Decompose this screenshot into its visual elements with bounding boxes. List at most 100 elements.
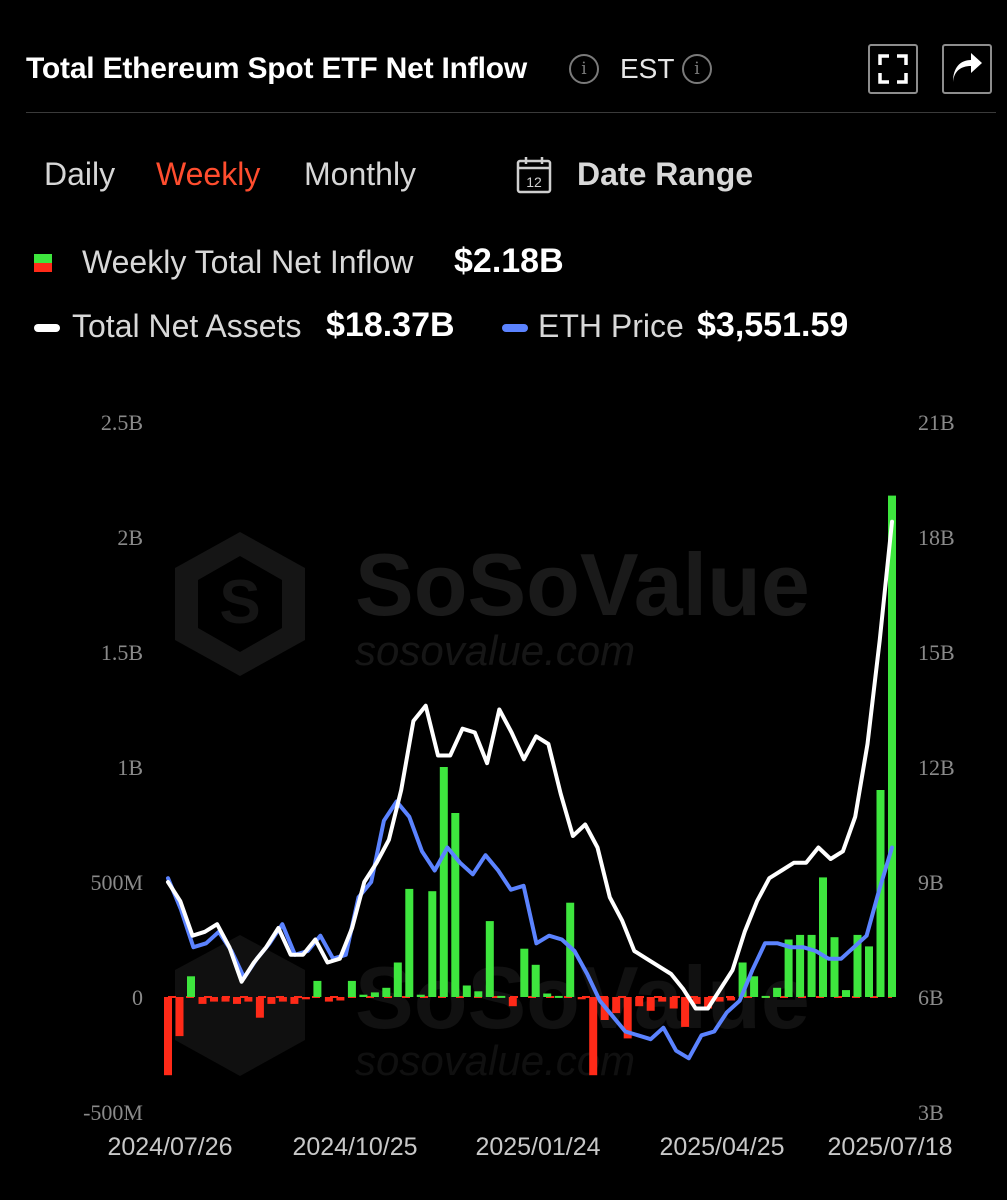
legend-assets-label: Total Net Assets bbox=[72, 308, 302, 344]
inflow-bar bbox=[658, 997, 667, 1002]
tab-weekly[interactable]: Weekly bbox=[156, 156, 261, 192]
inflow-bar bbox=[359, 994, 368, 997]
watermark-site: sosovalue.com bbox=[355, 627, 635, 674]
chart-svg: S SoSoValue sosovalue.com SoSoValue soso… bbox=[83, 410, 955, 1161]
inflow-bar bbox=[336, 997, 345, 1001]
legend-assets-value: $18.37B bbox=[326, 306, 455, 344]
inflow-bar bbox=[853, 934, 862, 997]
left-tick-label: 1B bbox=[117, 755, 143, 780]
inflow-bar bbox=[888, 495, 896, 997]
x-tick-label: 2024/07/26 bbox=[107, 1133, 232, 1161]
right-tick-label: 3B bbox=[918, 1100, 944, 1125]
inflow-bar bbox=[393, 962, 402, 997]
interval-tabs: Daily Weekly Monthly 12 Date Range bbox=[0, 156, 1007, 200]
series-lines bbox=[166, 519, 894, 1061]
x-tick-label: 2025/07/18 bbox=[827, 1133, 952, 1161]
right-tick-label: 15B bbox=[918, 640, 955, 665]
right-axis: 21B 18B 15B 12B 9B 6B 3B bbox=[918, 410, 955, 1125]
inflow-bar bbox=[439, 767, 448, 997]
left-axis: 2.5B 2B 1.5B 1B 500M 0 -500M bbox=[83, 410, 143, 1125]
watermark-brand: SoSoValue bbox=[355, 535, 810, 634]
right-tick-label: 18B bbox=[918, 525, 955, 550]
legend-price-label: ETH Price bbox=[538, 308, 684, 344]
calendar-icon: 12 bbox=[516, 157, 552, 194]
legend-price-value: $3,551.59 bbox=[697, 306, 849, 344]
left-tick-label: 1.5B bbox=[101, 640, 143, 665]
share-button[interactable] bbox=[942, 44, 992, 94]
inflow-bar bbox=[612, 997, 621, 1014]
inflow-bar bbox=[416, 994, 425, 997]
inflow-bar bbox=[474, 991, 483, 998]
tab-daily[interactable]: Daily bbox=[44, 156, 116, 192]
inflow-bar bbox=[233, 997, 241, 1004]
sosovalue-logo-icon: S bbox=[175, 532, 305, 676]
inflow-bar bbox=[738, 962, 747, 997]
legend-inflow-value: $2.18B bbox=[454, 242, 564, 280]
inflow-bar bbox=[842, 990, 850, 997]
inflow-bar bbox=[635, 997, 644, 1007]
inflow-bar bbox=[796, 934, 805, 997]
inflow-bar bbox=[773, 987, 782, 997]
inflow-bar bbox=[267, 997, 276, 1004]
inflow-bar bbox=[520, 948, 529, 997]
sosovalue-logo-icon-lower bbox=[175, 935, 305, 1076]
inflow-bar bbox=[681, 997, 690, 1027]
tab-monthly[interactable]: Monthly bbox=[304, 156, 417, 192]
inflow-bar bbox=[704, 997, 713, 1009]
inflow-bar bbox=[830, 937, 839, 997]
inflow-bar bbox=[646, 997, 655, 1011]
header: Total Ethereum Spot ETF Net Inflow i EST… bbox=[26, 38, 996, 102]
left-tick-label: 2.5B bbox=[101, 410, 143, 435]
inflow-bar bbox=[255, 997, 264, 1018]
date-range-label: Date Range bbox=[577, 156, 754, 192]
legend-inflow-label: Weekly Total Net Inflow bbox=[82, 244, 414, 280]
x-tick-label: 2025/04/25 bbox=[659, 1133, 784, 1161]
timezone-label[interactable]: EST bbox=[620, 53, 675, 84]
inflow-bar bbox=[278, 997, 287, 1002]
inflow-bar bbox=[589, 997, 598, 1076]
inflow-bar bbox=[210, 997, 218, 1002]
inflow-bar bbox=[428, 891, 437, 997]
inflow-bar bbox=[290, 997, 299, 1004]
inflow-bar bbox=[462, 985, 471, 997]
left-tick-label: 500M bbox=[90, 870, 143, 895]
chart-area[interactable]: S SoSoValue sosovalue.com SoSoValue soso… bbox=[0, 390, 1007, 1170]
inflow-bar bbox=[301, 997, 310, 1000]
inflow-bar bbox=[497, 995, 506, 998]
timezone-info-icon[interactable]: i bbox=[682, 54, 712, 84]
total-net-assets-line bbox=[166, 519, 894, 1011]
x-axis: 2024/07/26 2024/10/25 2025/01/24 2025/04/25… bbox=[107, 1133, 952, 1161]
chart-title: Total Ethereum Spot ETF Net Inflow bbox=[26, 52, 527, 85]
legend-inflow: Weekly Total Net Inflow $2.18B bbox=[0, 242, 1007, 288]
inflow-bar bbox=[750, 976, 759, 997]
inflow-bar bbox=[324, 997, 333, 1002]
inflow-bar bbox=[244, 997, 253, 1002]
inflow-bar bbox=[198, 997, 207, 1004]
inflow-bar bbox=[623, 997, 632, 1039]
left-tick-label: 2B bbox=[117, 525, 143, 550]
watermark-site-lower: sosovalue.com bbox=[355, 1037, 635, 1084]
x-tick-label: 2024/10/25 bbox=[292, 1133, 417, 1161]
inflow-bar bbox=[669, 997, 678, 1009]
right-tick-label: 6B bbox=[918, 985, 944, 1010]
assets-line-swatch bbox=[34, 324, 60, 332]
svg-text:12: 12 bbox=[526, 174, 542, 190]
header-divider bbox=[26, 112, 996, 113]
inflow-bar bbox=[566, 902, 575, 997]
x-tick-label: 2025/01/24 bbox=[475, 1133, 600, 1161]
inflow-bar bbox=[382, 987, 391, 997]
inflow-bar bbox=[164, 997, 172, 1076]
inflow-swatch-icon bbox=[34, 254, 52, 272]
inflow-bar bbox=[221, 997, 230, 1002]
inflow-bar bbox=[347, 980, 356, 997]
eth-price-line bbox=[166, 799, 894, 1061]
price-line-swatch bbox=[502, 324, 528, 332]
inflow-bar bbox=[761, 995, 770, 998]
inflow-bar bbox=[865, 946, 873, 997]
left-tick-label: -500M bbox=[83, 1100, 143, 1125]
fullscreen-button[interactable] bbox=[868, 44, 918, 94]
info-icon[interactable]: i bbox=[569, 54, 599, 84]
inflow-bar bbox=[405, 888, 414, 997]
inflow-bar bbox=[451, 813, 460, 997]
inflow-bar bbox=[727, 997, 736, 1001]
